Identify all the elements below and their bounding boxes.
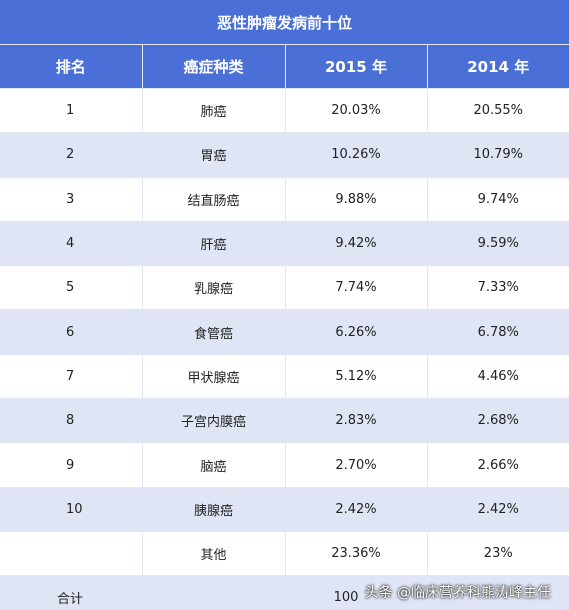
table-title: 恶性肿瘤发病前十位: [0, 0, 569, 45]
header-row: 排名 癌症种类 2015 年 2014 年: [0, 45, 569, 89]
value-2015-cell: 2.83%: [285, 398, 428, 443]
total-value-2015-cell: 100: [285, 575, 428, 610]
value-2014-cell: 7.33%: [427, 265, 569, 310]
value-2014-cell: 2.42%: [427, 486, 569, 532]
type-cell: 胃癌: [142, 132, 286, 178]
type-cell: 其他: [142, 530, 286, 576]
table-row: 4 肝癌 9.42% 9.59%: [0, 220, 569, 266]
rank-cell: 3: [0, 176, 143, 222]
header-type: 癌症种类: [142, 45, 286, 89]
table-row: 其他 23.36% 23%: [0, 530, 569, 576]
value-2014-cell: 2.66%: [427, 442, 569, 488]
type-cell: 结直肠癌: [142, 176, 286, 222]
total-value-2015: 100: [333, 590, 359, 606]
table-row: 3 结直肠癌 9.88% 9.74%: [0, 176, 569, 222]
type-cell: 食管癌: [142, 309, 286, 355]
watermark-text: 头条 @临床营养科熊涛峰主任: [364, 585, 551, 601]
table-row: 9 脑癌 2.70% 2.66%: [0, 442, 569, 488]
table-row: 5 乳腺癌 7.74% 7.33%: [0, 265, 569, 310]
value-2015-cell: 2.70%: [285, 442, 428, 488]
rank-cell: 1: [0, 87, 143, 133]
type-cell: 子宫内膜癌: [142, 398, 286, 443]
rank-cell: 8: [0, 398, 143, 443]
header-2015: 2015 年: [285, 45, 428, 89]
header-rank: 排名: [0, 45, 143, 89]
incidence-table: 排名 癌症种类 2015 年 2014 年 1 肺癌 20.03% 20.55%…: [0, 45, 569, 610]
table-row: 10 胰腺癌 2.42% 2.42%: [0, 486, 569, 532]
value-2015-cell: 7.74%: [285, 265, 428, 310]
rank-cell: 9: [0, 442, 143, 488]
value-2014-cell: 4.46%: [427, 353, 569, 399]
value-2015-cell: 10.26%: [285, 132, 428, 178]
table-row: 1 肺癌 20.03% 20.55%: [0, 87, 569, 133]
total-label: 合计: [0, 575, 143, 610]
rank-cell: 4: [0, 220, 143, 266]
value-2014-cell: 9.59%: [427, 220, 569, 266]
value-2014-cell: 6.78%: [427, 309, 569, 355]
type-cell: 肝癌: [142, 220, 286, 266]
value-2014-cell: 2.68%: [427, 398, 569, 443]
value-2014-cell: 20.55%: [427, 87, 569, 133]
value-2015-cell: 6.26%: [285, 309, 428, 355]
value-2015-cell: 9.88%: [285, 176, 428, 222]
type-cell: 甲状腺癌: [142, 353, 286, 399]
value-2015-cell: 23.36%: [285, 530, 428, 576]
rank-cell: 10: [0, 486, 143, 532]
header-2014: 2014 年: [427, 45, 569, 89]
value-2015-cell: 5.12%: [285, 353, 428, 399]
value-2014-cell: 9.74%: [427, 176, 569, 222]
type-cell: 胰腺癌: [142, 486, 286, 532]
total-value-2014-cell: [427, 575, 569, 610]
table-row: 6 食管癌 6.26% 6.78%: [0, 309, 569, 355]
type-cell: 乳腺癌: [142, 265, 286, 310]
table-row: 2 胃癌 10.26% 10.79%: [0, 132, 569, 178]
rank-cell: 6: [0, 309, 143, 355]
total-row: 合计 100: [0, 575, 569, 610]
table-row: 8 子宫内膜癌 2.83% 2.68%: [0, 398, 569, 443]
value-2015-cell: 9.42%: [285, 220, 428, 266]
type-cell: 肺癌: [142, 87, 286, 133]
rank-cell: 5: [0, 265, 143, 310]
value-2015-cell: 2.42%: [285, 486, 428, 532]
rank-cell: 2: [0, 132, 143, 178]
total-type-cell: [142, 575, 286, 610]
value-2014-cell: 10.79%: [427, 132, 569, 178]
table-row: 7 甲状腺癌 5.12% 4.46%: [0, 353, 569, 399]
value-2014-cell: 23%: [427, 530, 569, 576]
rank-cell: [0, 530, 143, 576]
rank-cell: 7: [0, 353, 143, 399]
type-cell: 脑癌: [142, 442, 286, 488]
value-2015-cell: 20.03%: [285, 87, 428, 133]
